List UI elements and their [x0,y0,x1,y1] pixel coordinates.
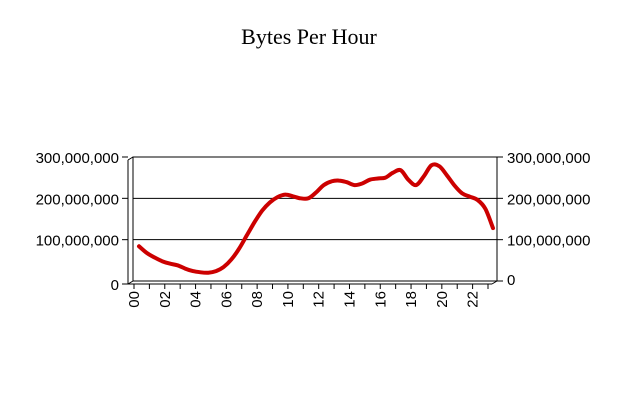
left-tick-label: 0 [111,277,119,294]
wall-edge-top [127,156,134,161]
x-tick-label: 14 [341,291,358,308]
left-axis: 300,000,000 200,000,000 100,000,000 0 [36,150,128,294]
series-group [137,162,495,275]
x-tick-label: 10 [280,291,297,308]
left-tick-label: 300,000,000 [36,150,119,167]
plot-border [132,156,498,282]
x-tick-label: 12 [311,291,328,308]
series-line [137,162,495,275]
right-tick-label: 0 [507,272,515,289]
x-axis: 00 02 04 06 08 10 12 14 16 18 20 22 [126,284,489,308]
right-tick-label: 200,000,000 [507,191,590,208]
x-tick-label: 08 [249,291,266,308]
x-tick-label: 16 [372,291,389,308]
x-tick-label: 18 [403,291,420,308]
right-axis: 300,000,000 200,000,000 100,000,000 0 [497,150,590,289]
x-tick-label: 20 [434,291,451,308]
right-tick-label: 300,000,000 [507,150,590,167]
x-tick-label: 00 [126,291,143,308]
x-tick-label: 04 [188,291,205,308]
right-tick-label: 100,000,000 [507,233,590,250]
plot-frame [127,156,498,285]
floor-edge-right [491,280,498,285]
chart-title: Bytes Per Hour [241,24,377,49]
left-tick-label: 200,000,000 [36,191,119,208]
x-tick-label: 02 [157,291,174,308]
x-tick-label: 06 [218,291,235,308]
grid [133,197,497,241]
left-tick-label: 100,000,000 [36,233,119,250]
x-tick-label: 22 [465,291,482,308]
